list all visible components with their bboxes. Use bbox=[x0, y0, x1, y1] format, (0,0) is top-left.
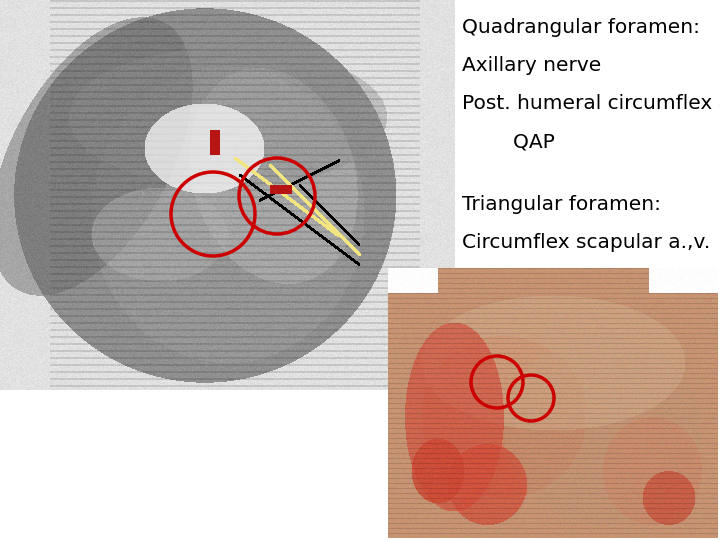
Text: Quadrangular foramen:: Quadrangular foramen: bbox=[462, 18, 700, 37]
Text: Circumflex scapular a.,v.: Circumflex scapular a.,v. bbox=[462, 233, 710, 252]
Text: Axillary nerve: Axillary nerve bbox=[462, 56, 601, 75]
Text: QAP: QAP bbox=[462, 132, 555, 151]
Text: Triangular foramen:: Triangular foramen: bbox=[462, 195, 661, 214]
Text: Post. humeral circumflex a.,v.: Post. humeral circumflex a.,v. bbox=[462, 94, 720, 113]
